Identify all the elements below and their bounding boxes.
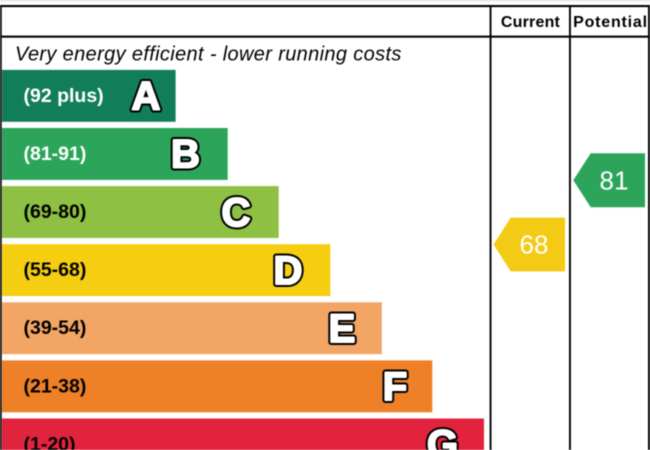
svg-text:(69-80): (69-80) <box>24 201 87 223</box>
svg-text:(1-20): (1-20) <box>24 433 76 450</box>
svg-text:(81-91): (81-91) <box>24 143 87 165</box>
svg-text:F: F <box>383 365 407 409</box>
svg-text:A: A <box>132 75 161 119</box>
svg-text:(55-68): (55-68) <box>24 259 87 281</box>
svg-text:68: 68 <box>520 230 549 260</box>
svg-text:C: C <box>222 191 251 235</box>
svg-text:Potential: Potential <box>573 14 648 31</box>
svg-text:F: F <box>383 365 407 409</box>
svg-text:D: D <box>274 249 303 293</box>
svg-text:E: E <box>329 307 356 351</box>
svg-text:B: B <box>171 133 200 177</box>
svg-text:(39-54): (39-54) <box>24 317 87 339</box>
svg-text:G: G <box>427 423 458 450</box>
svg-text:(21-38): (21-38) <box>24 375 87 397</box>
svg-text:A: A <box>132 75 161 119</box>
svg-text:Current: Current <box>501 14 561 31</box>
svg-text:Very energy efficient - lower: Very energy efficient - lower running co… <box>15 44 402 66</box>
svg-text:D: D <box>274 249 303 293</box>
svg-text:81: 81 <box>600 166 629 196</box>
svg-text:(92 plus): (92 plus) <box>24 85 104 107</box>
svg-text:E: E <box>329 307 356 351</box>
svg-text:B: B <box>171 133 200 177</box>
svg-text:C: C <box>222 191 251 235</box>
svg-text:G: G <box>427 423 458 450</box>
